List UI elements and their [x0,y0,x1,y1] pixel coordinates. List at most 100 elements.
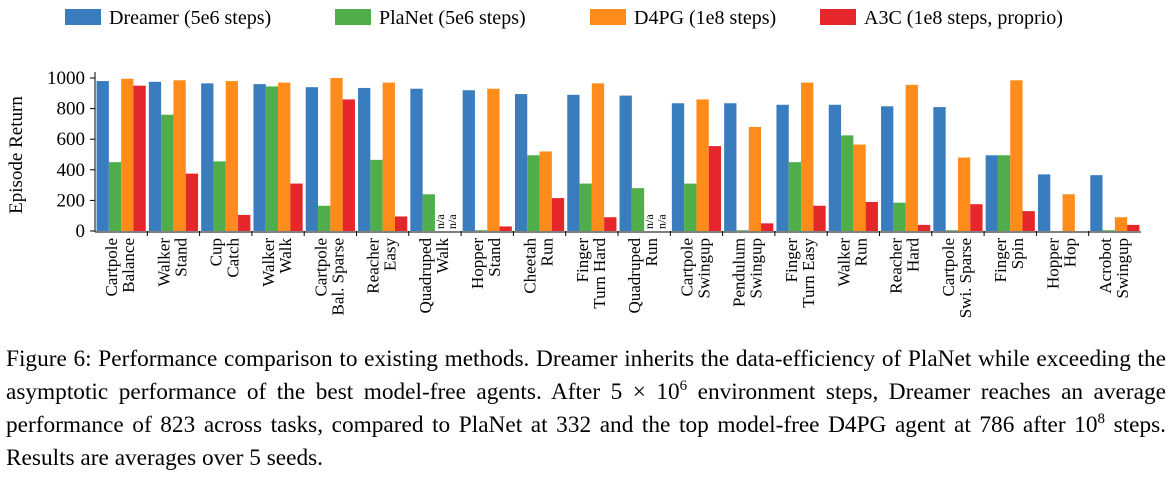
bar [108,162,122,231]
x-tick-label: Pendulum [730,238,749,307]
bar [318,205,331,231]
bar [591,83,605,231]
bar [462,90,475,232]
x-tick-label: Finger [573,238,592,283]
bar [370,159,383,231]
caption-sup: 6 [679,378,688,395]
x-tick-label: Swingup [1113,238,1132,298]
x-tick-label: Hop [1060,238,1079,267]
bar [957,157,971,231]
bar [1062,194,1075,231]
x-tick-label: Hopper [1043,238,1062,289]
bar [708,146,722,231]
x-tick-label: Easy [381,238,400,272]
bar [410,88,423,232]
x-tick-label: Stand [485,238,504,277]
bar [567,94,580,231]
bar [997,155,1011,231]
y-tick-label: 200 [57,190,86,211]
x-tick-label: Run [537,238,556,267]
x-tick-label: Swingup [747,238,766,298]
caption-sup: 8 [1097,411,1105,428]
bar [1022,211,1035,231]
y-tick-label: 1000 [47,68,85,89]
x-tick-label: Acrobot [1096,238,1115,294]
value-label: n/a [445,214,459,229]
legend-swatch [335,9,371,25]
bar [278,82,291,231]
x-tick-label: Turn Easy [799,238,818,308]
bar [671,103,685,231]
bar [801,82,814,231]
value-label: n/a [654,214,668,229]
y-axis-label: Episode Return [6,96,27,214]
x-tick-label: Walker [834,238,853,287]
bar [1127,224,1140,231]
x-tick-label: Walker [154,238,173,287]
bar [474,230,488,231]
bar [776,104,789,231]
x-tick-label: Hard [904,238,923,272]
bar [604,217,617,231]
bar [813,205,826,231]
bar [1102,230,1115,231]
x-tick-label: Run [851,238,870,267]
x-tick-label: Catch [224,238,243,278]
bar [422,194,435,231]
x-tick-label: Cup [207,238,226,266]
caption-text: Figure 6: Performance comparison to exis… [6,346,1166,405]
x-tick-label: Bal. Sparse [328,238,347,315]
x-tick-label: Quadruped [625,238,644,314]
x-tick-label: Walk [433,238,452,274]
x-tick-label: Finger [991,238,1010,283]
bar [394,216,408,231]
x-tick-label: Hopper [468,238,487,289]
bar [539,151,552,231]
bar [579,183,592,231]
caption-text: environment steps, Dreamer reaches an av… [6,379,1166,438]
x-tick-label: Walker [259,238,278,287]
bar [853,144,866,231]
legend-label: A3C (1e8 steps, proprio) [864,7,1063,29]
x-tick-label: Cheetah [520,238,539,294]
chart: Episode Return 0 200 400 600 800 1000 Dreamer … [6,7,1141,318]
legend-label: Dreamer (5e6 steps) [109,7,271,29]
bar [736,230,749,231]
bar [724,103,737,231]
bar [342,99,355,231]
bar [933,107,946,231]
y-tick-label: 0 [76,221,86,242]
bar [121,78,134,231]
x-tick-label: Run [642,238,661,267]
caption: Figure 6: Performance comparison to exis… [6,343,1166,475]
x-tick-label: Stand [171,238,190,277]
bar [828,104,842,231]
bar [290,183,303,231]
bar [970,204,983,231]
x-tick-label: Swi. Sparse [956,238,975,318]
value-label: n/a [433,214,447,229]
x-tick-label: Balance [119,238,138,293]
bar [225,81,239,231]
bar [1037,174,1051,231]
bar [631,188,645,231]
caption-text: steps. Results are averages over 5 seeds… [6,412,1166,471]
bar [985,155,998,231]
bar [148,81,162,231]
bar [748,126,762,231]
bar [201,83,214,231]
bar [173,80,186,231]
x-tick-label: Finger [782,238,801,283]
bar [330,78,343,231]
bar [358,87,371,231]
x-tick-label: Walk [276,238,295,274]
x-tick-label: Cartpole [677,238,696,297]
bar [917,224,931,231]
bar [1114,217,1128,231]
x-tick-label: Swingup [694,238,713,298]
bar [881,106,894,231]
bar [96,81,109,231]
bar [865,201,878,231]
bar [238,214,251,231]
